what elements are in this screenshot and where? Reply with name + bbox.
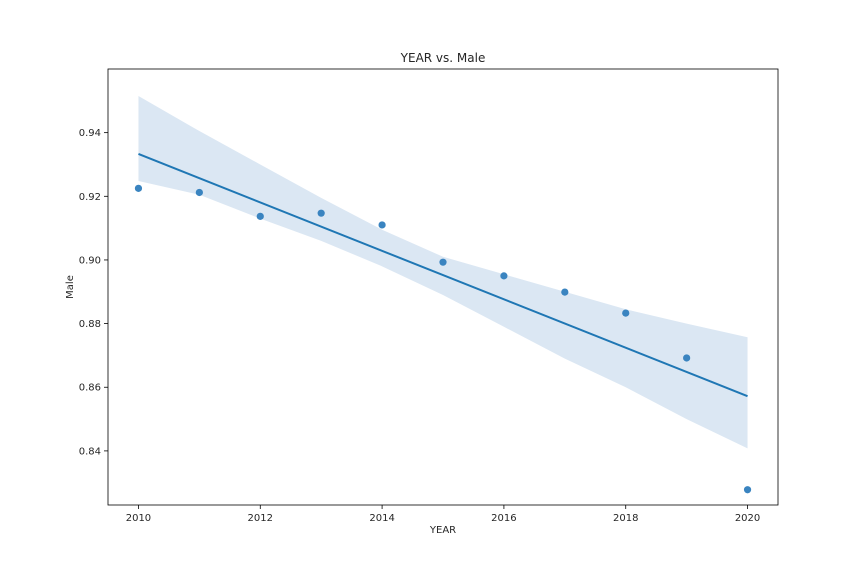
y-tick-label: 0.86 bbox=[79, 383, 101, 394]
confidence-band-layer bbox=[138, 96, 748, 449]
data-point bbox=[134, 184, 143, 192]
y-tick-label: 0.88 bbox=[79, 319, 101, 330]
plot-frame bbox=[107, 68, 779, 506]
confidence-band bbox=[138, 96, 748, 449]
data-point bbox=[683, 354, 691, 362]
y-axis-label: Male bbox=[65, 275, 76, 299]
y-tick-label: 0.84 bbox=[79, 446, 101, 457]
data-point bbox=[622, 309, 630, 317]
x-tick-label: 2020 bbox=[735, 513, 760, 524]
y-tick-label: 0.92 bbox=[79, 192, 101, 203]
data-point bbox=[256, 212, 264, 220]
data-point bbox=[439, 258, 447, 266]
data-point bbox=[195, 188, 203, 197]
regression-line bbox=[138, 153, 748, 398]
y-axis-ticks: 0.84 0.86 0.88 0.90 0.92 0.94 bbox=[79, 128, 108, 457]
x-axis-ticks: 2010 2012 2014 2016 2018 2020 bbox=[126, 505, 760, 524]
y-tick-label: 0.90 bbox=[79, 255, 101, 266]
chart-title: YEAR vs. Male bbox=[400, 51, 486, 65]
data-point bbox=[378, 221, 386, 229]
y-tick-label: 0.94 bbox=[79, 128, 101, 139]
x-tick-label: 2012 bbox=[248, 513, 273, 524]
x-axis-label: YEAR bbox=[429, 525, 456, 536]
data-point bbox=[561, 288, 569, 296]
regression-layer bbox=[138, 153, 748, 398]
data-point bbox=[743, 486, 752, 494]
data-point bbox=[500, 272, 508, 280]
x-tick-label: 2016 bbox=[491, 513, 516, 524]
x-tick-label: 2018 bbox=[613, 513, 638, 524]
points-layer bbox=[134, 184, 752, 494]
x-tick-label: 2014 bbox=[369, 513, 394, 524]
x-tick-label: 2010 bbox=[126, 513, 151, 524]
data-point bbox=[317, 209, 325, 217]
